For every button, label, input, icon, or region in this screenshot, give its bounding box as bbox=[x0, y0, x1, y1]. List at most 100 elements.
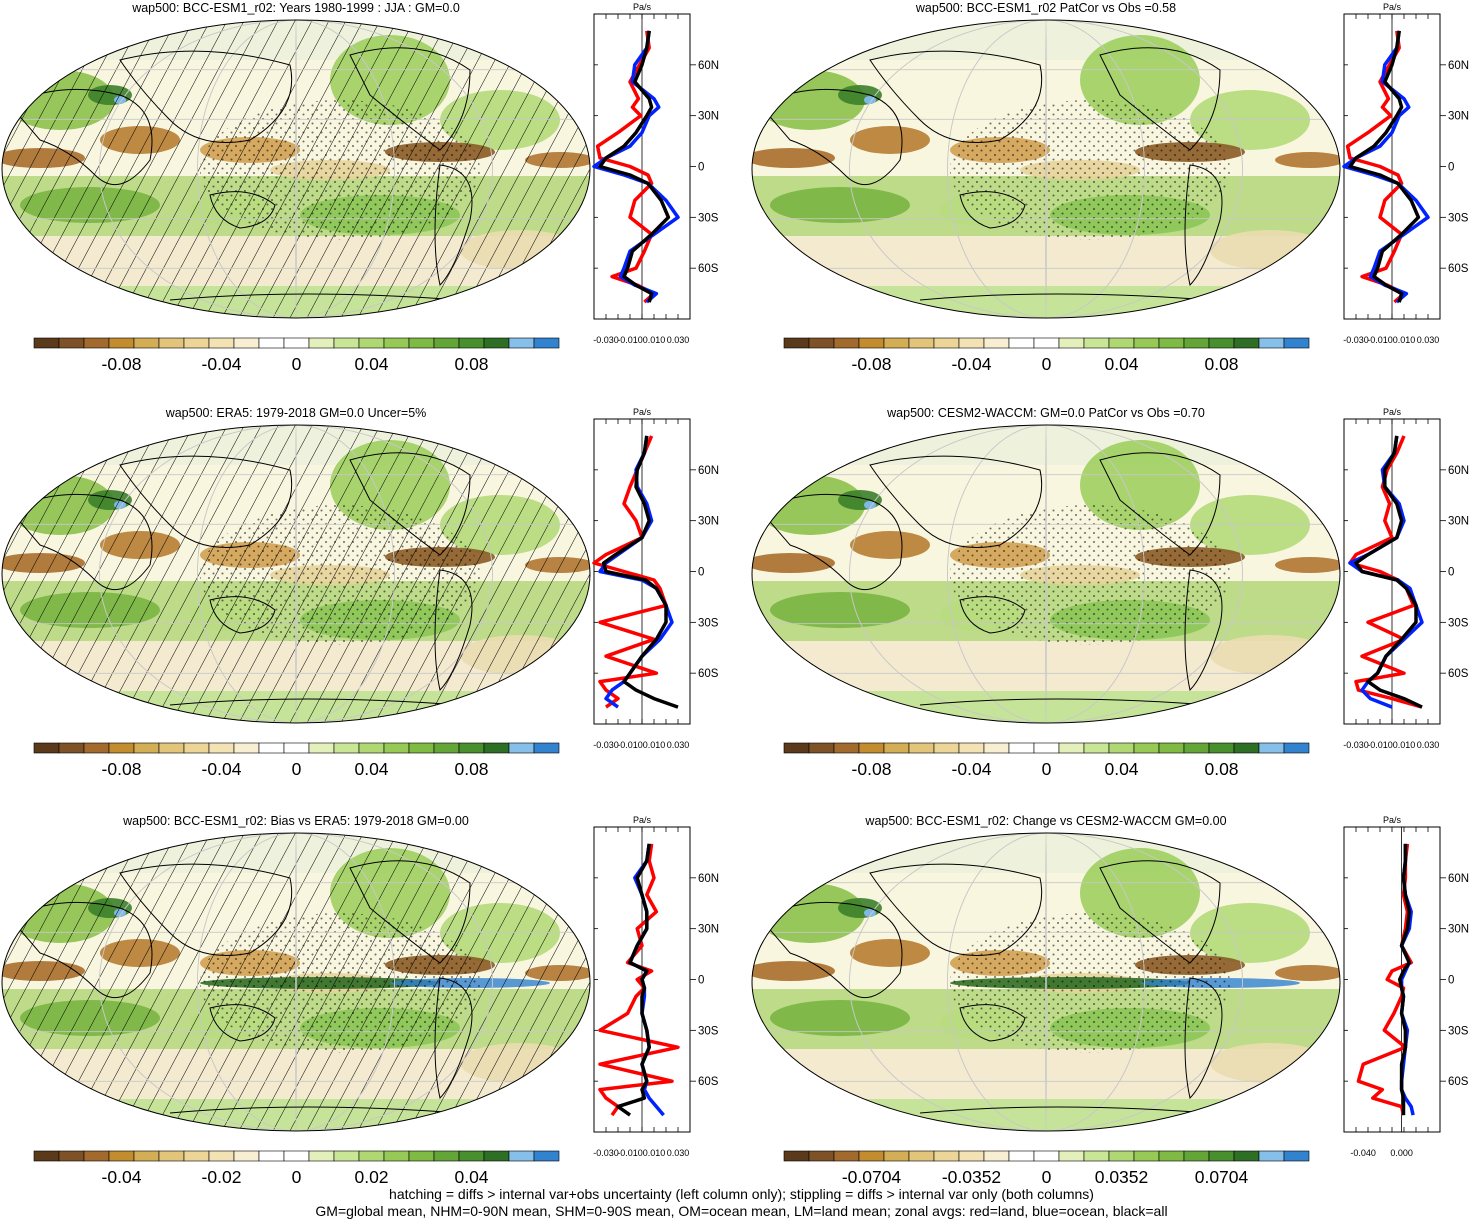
zonal-x-tick-label: -0.030 bbox=[593, 740, 619, 750]
colorbar-cell bbox=[208, 1150, 235, 1162]
colorbar-cell bbox=[1183, 742, 1210, 754]
graticule-meridian bbox=[99, 20, 493, 318]
colorbar-tick-label: 0.08 bbox=[454, 354, 488, 374]
zonal-series-all bbox=[1354, 435, 1423, 709]
colorbar-cell bbox=[433, 1150, 460, 1162]
colorbar-cell bbox=[1058, 742, 1085, 754]
colorbar-cell bbox=[1033, 742, 1060, 754]
coastline bbox=[9, 493, 153, 590]
zonal-lat-label: 60S bbox=[1448, 263, 1469, 275]
panel-title: wap500: CESM2-WACCM: GM=0.0 PatCor vs Ob… bbox=[886, 406, 1205, 420]
colorbar-cell bbox=[233, 1150, 260, 1162]
colorbar-cell bbox=[883, 742, 910, 754]
colorbar-cell bbox=[108, 742, 135, 754]
map-frame bbox=[751, 832, 1341, 1132]
colorbar-cell bbox=[1108, 1150, 1135, 1162]
zonal-lat-label: 0 bbox=[1448, 975, 1454, 987]
colorbar-cell bbox=[1058, 1150, 1085, 1162]
zonal-x-tick-label: -0.010 bbox=[617, 740, 643, 750]
colorbar-cell bbox=[533, 337, 560, 349]
zonal-x-tick-label: -0.030 bbox=[593, 1148, 619, 1158]
zonal-lat-label: 0 bbox=[1448, 162, 1454, 174]
panel-title: wap500: ERA5: 1979-2018 GM=0.0 Uncer=5% bbox=[165, 406, 427, 420]
zonal-lat-label: 0 bbox=[698, 162, 704, 174]
colorbar-tick-label: 0.08 bbox=[1204, 354, 1238, 374]
colorbar-cell bbox=[158, 1150, 185, 1162]
colorbar-cell bbox=[283, 1150, 310, 1162]
graticule-meridian bbox=[849, 20, 1243, 318]
colorbar-cell bbox=[1283, 1150, 1310, 1162]
zonal-x-tick-label: -0.030 bbox=[593, 335, 619, 345]
zonal-lat-label: 60S bbox=[698, 668, 719, 680]
colorbar-cell bbox=[1133, 742, 1160, 754]
colorbar-cell bbox=[408, 1150, 435, 1162]
colorbar-cell bbox=[933, 1150, 960, 1162]
field-region bbox=[1190, 903, 1310, 963]
colorbar-cell bbox=[483, 1150, 510, 1162]
zonal-x-tick-label: -0.010 bbox=[1367, 335, 1393, 345]
zonal-x-tick-label: 0.010 bbox=[1393, 740, 1416, 750]
colorbar-cell bbox=[408, 337, 435, 349]
zonal-average-plot: Pa/s 60N 30N 0 30S 60S -0.030-0.010 0.010 0.030 bbox=[1343, 407, 1469, 750]
zonal-x-tick-label: -0.040 bbox=[1350, 1148, 1376, 1158]
colorbar-cell bbox=[433, 742, 460, 754]
coastline bbox=[434, 164, 473, 286]
zonal-lat-label: 30S bbox=[698, 1025, 719, 1037]
colorbar-tick-label: -0.08 bbox=[102, 354, 142, 374]
graticule-meridian bbox=[849, 425, 1243, 723]
coastline bbox=[349, 452, 471, 556]
colorbar-cell bbox=[908, 337, 935, 349]
colorbar-cell bbox=[883, 337, 910, 349]
colorbar-cell bbox=[58, 1150, 85, 1162]
colorbar-cell bbox=[1058, 337, 1085, 349]
map-frame bbox=[751, 19, 1341, 319]
zonal-lat-label: 30N bbox=[698, 924, 719, 936]
colorbar-cell bbox=[183, 337, 210, 349]
colorbar-cell bbox=[133, 337, 160, 349]
coastline bbox=[959, 1004, 1026, 1042]
graticule-meridian bbox=[197, 425, 395, 723]
zonal-series-all bbox=[1397, 843, 1412, 1116]
colorbar-cell bbox=[1183, 1150, 1210, 1162]
colorbar-cell bbox=[33, 742, 60, 754]
colorbar-cell bbox=[508, 337, 535, 349]
stippling-overlay bbox=[200, 913, 480, 1053]
colorbar-tick-label: 0.08 bbox=[454, 759, 488, 779]
field-region bbox=[1210, 1043, 1330, 1083]
colorbar-tick-label: 0.04 bbox=[1104, 759, 1138, 779]
field-region bbox=[770, 592, 910, 628]
colorbar: -0.0704 -0.0352 0 0.0352 0.0704 bbox=[783, 1150, 1310, 1187]
colorbar-tick-label: -0.02 bbox=[202, 1167, 242, 1187]
map-frame bbox=[1, 832, 591, 1132]
colorbar: -0.08 -0.04 0 0.04 0.08 bbox=[33, 742, 560, 779]
zonal-average-plot: Pa/s 60N 30N 0 30S 60S -0.030-0.010 0.010 0.030 bbox=[593, 815, 719, 1158]
colorbar-cell bbox=[133, 1150, 160, 1162]
field-region bbox=[1190, 495, 1310, 555]
colorbar-cell bbox=[833, 337, 860, 349]
colorbar-cell bbox=[533, 742, 560, 754]
band-antarctic bbox=[752, 691, 1340, 723]
colorbar-cell bbox=[533, 1150, 560, 1162]
footer-note-legend: GM=global mean, NHM=0-90N mean, SHM=0-90… bbox=[315, 1203, 1168, 1219]
colorbar-cell bbox=[408, 742, 435, 754]
colorbar-cell bbox=[808, 337, 835, 349]
colorbar-cell bbox=[33, 337, 60, 349]
colorbar-cell bbox=[308, 742, 335, 754]
colorbar-tick-label: 0.02 bbox=[354, 1167, 388, 1187]
colorbar-cell bbox=[1258, 337, 1285, 349]
colorbar-cell bbox=[933, 742, 960, 754]
panel-title: wap500: BCC-ESM1_r02: Years 1980-1999 : … bbox=[131, 1, 460, 15]
colorbar-cell bbox=[1008, 742, 1035, 754]
field-region bbox=[1210, 230, 1330, 270]
colorbar-cell bbox=[1208, 337, 1235, 349]
zonal-lat-label: 60N bbox=[698, 60, 719, 72]
colorbar-cell bbox=[333, 337, 360, 349]
colorbar-cell bbox=[833, 742, 860, 754]
colorbar-cell bbox=[308, 1150, 335, 1162]
colorbar-cell bbox=[1083, 1150, 1110, 1162]
field-region bbox=[1275, 965, 1340, 981]
coastline bbox=[869, 455, 1043, 548]
zonal-x-tick-label: -0.030 bbox=[1343, 740, 1369, 750]
colorbar-cell bbox=[133, 742, 160, 754]
colorbar-cell bbox=[458, 1150, 485, 1162]
